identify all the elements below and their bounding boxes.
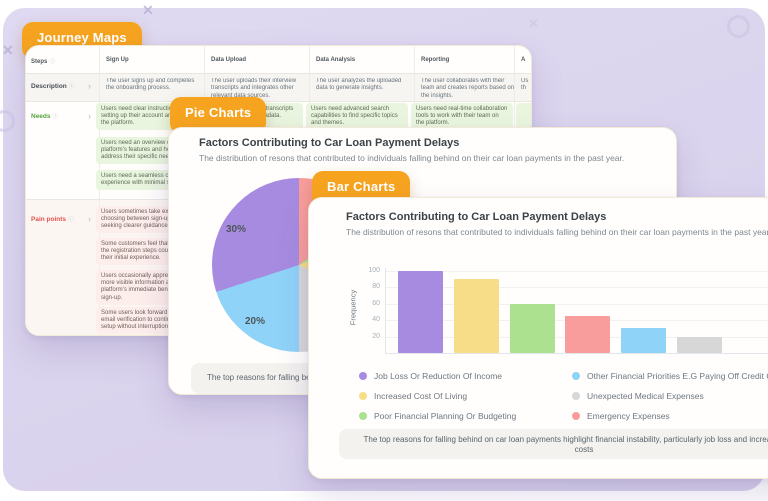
gridline [386, 303, 768, 305]
info-icon[interactable] [66, 216, 74, 223]
pie-chart-title: Factors Contributing to Car Loan Payment… [199, 137, 460, 149]
legend-dot-icon [572, 372, 580, 380]
row-label-needs[interactable]: Needs [31, 112, 58, 120]
chevron-right-icon[interactable] [88, 82, 91, 91]
legend-item: Unexpected Medical Expenses [572, 391, 768, 401]
row-label-description[interactable]: Description [31, 82, 74, 90]
legend-col-2: Other Financial Priorities E.G Paying Of… [572, 371, 768, 421]
table-cell: The user signs up and completes the onbo… [106, 78, 195, 92]
legend-label: Job Loss Or Reduction Of Income [374, 371, 503, 381]
row-label-pain-points[interactable]: Pain points [31, 215, 74, 223]
legend-item: Emergency Expenses [572, 411, 768, 421]
y-tick-label: 40 [372, 316, 380, 324]
bar-charts-card: Factors Contributing to Car Loan Payment… [308, 197, 768, 479]
table-header-upload: Data Upload [211, 57, 247, 63]
need-box: Users need real-time collaboration tools… [411, 103, 513, 130]
legend-label: Other Financial Priorities E.G Paying Of… [587, 371, 768, 381]
info-icon[interactable] [67, 83, 75, 90]
table-cell: The user uploads their interview transcr… [211, 78, 297, 99]
legend-label: Unexpected Medical Expenses [587, 391, 704, 401]
pie-slice-label-30: 30% [226, 224, 247, 235]
table-header-analysis: Data Analysis [316, 57, 356, 63]
info-icon[interactable] [47, 59, 55, 65]
info-icon[interactable] [51, 113, 59, 120]
legend-label: Poor Financial Planning Or Budgeting [374, 411, 517, 421]
bar-1 [453, 279, 499, 353]
gridline [386, 287, 768, 289]
table-cell: Us th [521, 78, 529, 92]
legend-label: Increased Cost Of Living [374, 391, 468, 401]
legend-dot-icon [359, 392, 367, 400]
table-cell: The user analyzes the uploaded data to g… [316, 78, 402, 92]
bar-note-line2: costs [574, 445, 594, 454]
legend-item: Other Financial Priorities E.G Paying Of… [572, 371, 768, 381]
bar-4 [621, 328, 667, 353]
table-header-reporting: Reporting [421, 57, 450, 63]
row-divider [26, 73, 531, 74]
description-row-band [26, 73, 531, 101]
need-box: Users need advanced search capabilities … [306, 103, 408, 130]
column-divider [99, 46, 100, 335]
bar-note: The top reasons for falling behind on ca… [339, 429, 768, 459]
legend-dot-icon [359, 412, 367, 420]
bar-5 [677, 336, 722, 353]
table-cell: The user collaborates with their team an… [421, 78, 515, 99]
legend-dot-icon [572, 392, 580, 400]
bar-chart-title: Factors Contributing to Car Loan Payment… [346, 211, 607, 223]
y-tick-label: 80 [372, 283, 380, 291]
chevron-right-icon[interactable] [88, 112, 91, 121]
legend-dot-icon [359, 372, 367, 380]
y-tick-label: 20 [372, 332, 380, 340]
bar-note-line1: The top reasons for falling behind on ca… [363, 435, 768, 444]
legend-dot-icon [572, 412, 580, 420]
pie-chart-subtitle: The distribution of resons that contribu… [199, 153, 625, 163]
pie-slice-label-20: 20% [245, 316, 266, 327]
decor-ring-icon [0, 110, 15, 132]
gridline [386, 271, 768, 272]
bar-3 [565, 316, 611, 353]
bar-chart-subtitle: The distribution of resons that contribu… [346, 227, 768, 237]
need-box [516, 103, 531, 130]
bar-2 [509, 303, 555, 353]
legend-label: Emergency Expenses [587, 411, 670, 421]
legend-item: Poor Financial Planning Or Budgeting [359, 411, 516, 421]
bar-0 [398, 271, 443, 353]
row-divider [26, 101, 531, 102]
table-header-steps: Steps [31, 57, 55, 65]
legend-col-1: Job Loss Or Reduction Of Income Increased… [359, 371, 516, 421]
legend-item: Increased Cost Of Living [359, 391, 516, 401]
decor-ring-icon [727, 15, 750, 38]
y-tick-label: 100 [368, 267, 380, 274]
table-header-clipped: A [521, 57, 526, 63]
chevron-right-icon[interactable] [88, 215, 91, 224]
legend-item: Job Loss Or Reduction Of Income [359, 371, 516, 381]
table-header-signup: Sign Up [106, 57, 129, 63]
bar-plot: 20 40 60 80 100 [368, 267, 768, 354]
y-tick-label: 60 [372, 299, 380, 307]
